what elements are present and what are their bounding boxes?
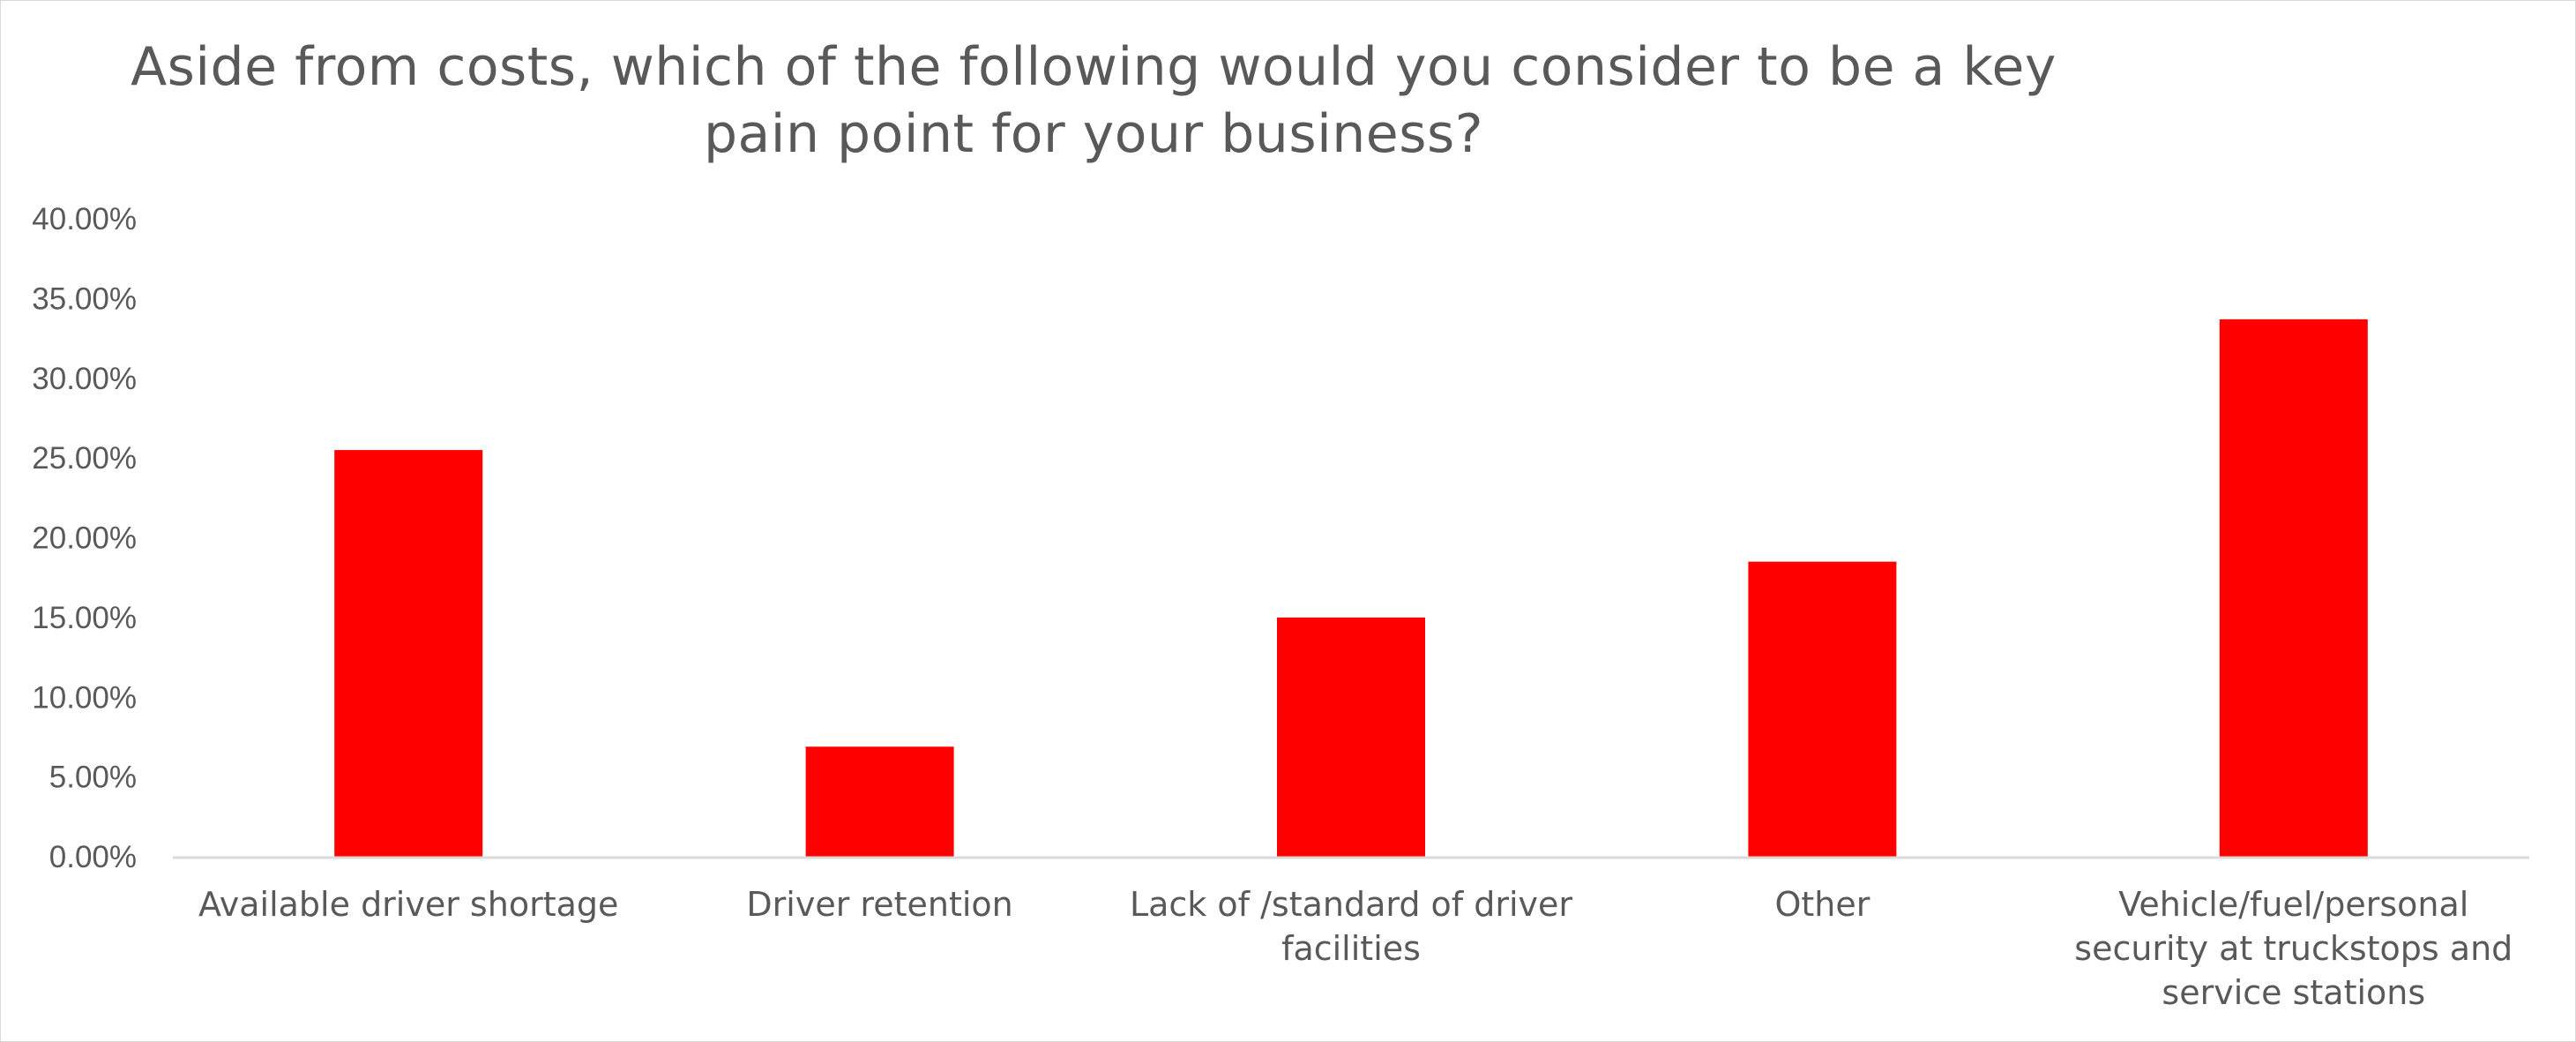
x-category-label-line: facilities <box>1281 929 1421 968</box>
x-category-label: Available driver shortage <box>198 885 618 924</box>
y-tick-label: 25.00% <box>32 441 137 476</box>
bar <box>1748 561 1897 857</box>
y-tick-label: 15.00% <box>32 601 137 635</box>
bar <box>1277 617 1425 857</box>
x-category-label: Lack of /standard of driver facilities <box>1130 885 1572 968</box>
x-category-label-line: Driver retention <box>746 885 1012 924</box>
x-axis-labels: Available driver shortage Driver retentio… <box>198 885 2513 1012</box>
bar <box>334 450 483 857</box>
y-tick-label: 40.00% <box>32 202 137 236</box>
y-tick-label: 0.00% <box>49 840 137 874</box>
y-tick-label: 5.00% <box>49 761 137 795</box>
bars <box>334 319 2368 857</box>
x-category-label-line: Available driver shortage <box>198 885 618 924</box>
y-tick-label: 35.00% <box>32 281 137 316</box>
x-category-label: Other <box>1774 885 1870 924</box>
x-category-label-line: Lack of /standard of driver <box>1130 885 1572 924</box>
x-category-label-line: Vehicle/fuel/personal <box>2118 885 2468 924</box>
x-category-label: Driver retention <box>746 885 1012 924</box>
chart-title: Aside from costs, which of the following… <box>131 36 2057 165</box>
x-category-label-line: security at truckstops and <box>2074 929 2513 968</box>
bar <box>2219 319 2368 857</box>
y-axis-ticks: 0.00% 5.00% 10.00% 15.00% 20.00% 25.00% 30.00%… <box>32 202 137 874</box>
y-tick-label: 30.00% <box>32 362 137 396</box>
y-tick-label: 20.00% <box>32 521 137 556</box>
x-category-label: Vehicle/fuel/personal security at truckst… <box>2074 885 2513 1012</box>
x-category-label-line: Other <box>1774 885 1870 924</box>
x-category-label-line: service stations <box>2162 973 2425 1012</box>
y-tick-label: 10.00% <box>32 680 137 715</box>
bar <box>805 746 954 857</box>
